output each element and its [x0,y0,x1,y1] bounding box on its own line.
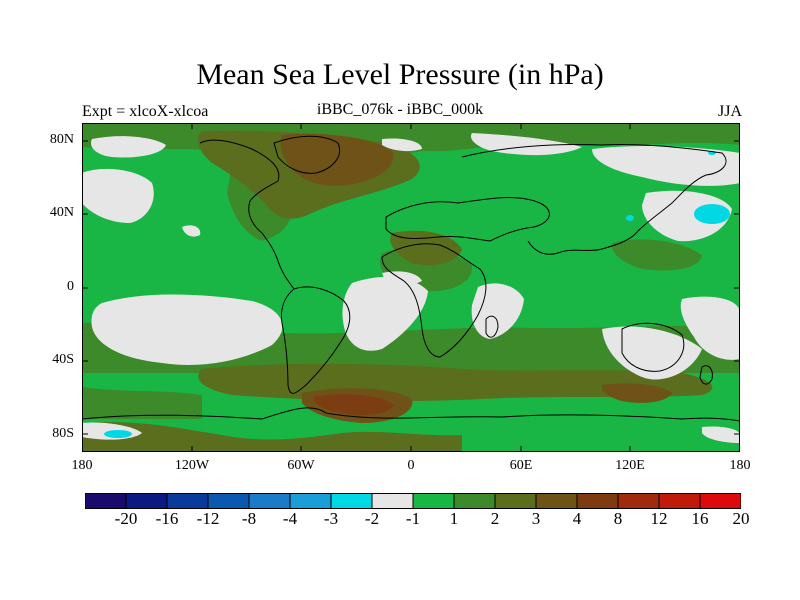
colorbar-label: -2 [364,509,380,528]
level-8-12-region [313,394,394,415]
colorbar-label: 3 [531,509,541,528]
south-america-coast [281,286,351,394]
x-tick-label: 120E [615,458,645,473]
pressure-difference-map [82,123,740,452]
x-tick-label: 60E [509,458,533,473]
madagascar-coast [485,315,499,338]
colorbar-label: 12 [650,509,668,528]
new-zealand-coast [699,365,713,385]
colorbar-swatch [248,493,291,509]
colorbar-label: 20 [732,509,750,528]
asia-coast [461,143,727,255]
colorbar-swatch [371,493,414,509]
colorbar-label: -12 [196,509,220,528]
colorbar-label: -1 [405,509,421,528]
antarctica-coast [82,407,740,422]
australia-coast [621,322,685,372]
greenland-coast [273,135,340,174]
colorbar-label: -3 [323,509,339,528]
subtitle-label: iBBC_076k - iBBC_000k [316,101,484,118]
colorbar-swatch [535,493,578,509]
y-tick-label: 0 [67,279,74,294]
colorbar-label: 16 [691,509,709,528]
colorbar-swatch [330,493,373,509]
coastlines [82,135,740,422]
colorbar-swatch [412,493,455,509]
y-tick-label: 40N [49,205,74,220]
colorbar-swatch [453,493,496,509]
axis-ticks [82,123,740,452]
x-tick-label: 120W [174,458,210,473]
colorbar-label: 1 [449,509,459,528]
colorbar-label: 2 [490,509,500,528]
colorbar-label: -8 [241,509,257,528]
colorbar-label: -20 [114,509,138,528]
eurasia-coast-west [385,197,550,242]
experiment-label: Expt = xlcoX-xlcoa [82,103,209,120]
y-tick-label: 40S [52,352,74,367]
level-minus2-regions [104,151,730,438]
africa-coast [381,243,487,358]
colorbar-swatch [699,493,741,509]
x-tick-label: 180 [71,458,93,473]
y-tick-label: 80N [49,132,74,147]
colorbar-swatch [576,493,619,509]
colorbar-label: -4 [282,509,298,528]
map-title: Mean Sea Level Pressure (in hPa) [196,58,604,91]
colorbar-label: 8 [613,509,623,528]
x-tick-label: 180 [729,458,751,473]
colorbar-swatch [125,493,168,509]
y-tick-label: 80S [52,426,74,441]
colorbar-label: 4 [572,509,582,528]
colorbar-swatch [617,493,660,509]
x-tick-label: 60W [287,458,315,473]
colorbar-swatch [207,493,250,509]
x-tick-label: 0 [407,458,415,473]
colorbar-swatch [658,493,701,509]
colorbar-swatch [85,493,127,509]
colorbar-label: -16 [155,509,179,528]
colorbar [85,493,741,509]
colorbar-swatch [494,493,537,509]
season-label: JJA [717,103,742,120]
colorbar-swatch [289,493,332,509]
north-america-coast [199,139,295,290]
colorbar-swatch [166,493,209,509]
